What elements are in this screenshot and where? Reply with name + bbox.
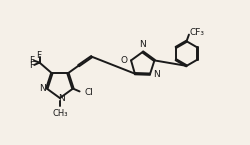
Text: CF₃: CF₃ — [190, 28, 205, 37]
Text: N: N — [58, 94, 64, 103]
Text: F: F — [29, 56, 34, 65]
Text: N: N — [153, 70, 160, 79]
Text: F: F — [36, 51, 42, 60]
Text: F: F — [29, 61, 34, 70]
Text: O: O — [121, 56, 128, 65]
Text: N: N — [39, 84, 46, 93]
Text: Cl: Cl — [85, 88, 94, 97]
Text: N: N — [139, 40, 146, 49]
Text: CH₃: CH₃ — [52, 109, 68, 118]
